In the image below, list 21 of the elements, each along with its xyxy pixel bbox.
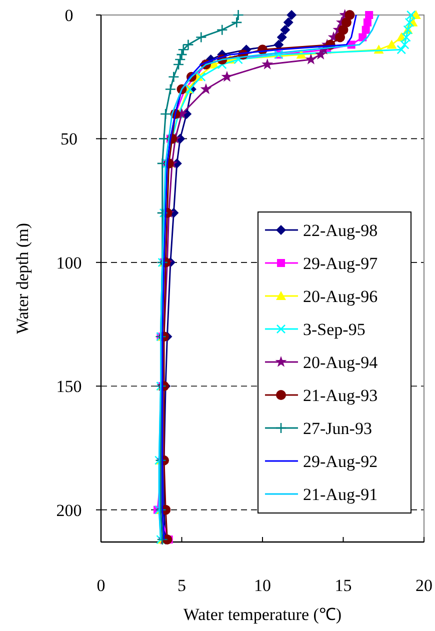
legend-label: 21-Aug-91 <box>303 484 378 504</box>
x-axis-title: Water temperature (℃) <box>183 605 342 624</box>
y-tick-label: 50 <box>60 130 78 149</box>
x-tick-label: 5 <box>178 576 186 595</box>
legend-label: 3-Sep-95 <box>303 320 366 339</box>
x-tick-label: 0 <box>96 576 106 595</box>
y-axis-title: Water depth (m) <box>13 223 32 334</box>
x-tick-label: 20 <box>416 576 432 595</box>
x-tick-label: 15 <box>334 576 352 595</box>
legend-label: 29-Aug-92 <box>303 452 378 471</box>
legend-label: 22-Aug-98 <box>303 220 378 240</box>
y-tick-label: 0 <box>64 6 74 25</box>
legend-label: 20-Aug-94 <box>303 352 378 372</box>
x-tick-label: 10 <box>254 576 271 595</box>
legend-label: 27-Jun-93 <box>303 418 372 438</box>
legend-label: 29-Aug-97 <box>303 254 378 273</box>
y-tick-label: 100 <box>56 253 82 272</box>
y-tick-label: 200 <box>56 500 82 520</box>
y-tick-label: 150 <box>56 377 82 396</box>
legend-label: 21-Aug-93 <box>303 386 378 405</box>
legend-label: 20-Aug-96 <box>303 286 378 306</box>
